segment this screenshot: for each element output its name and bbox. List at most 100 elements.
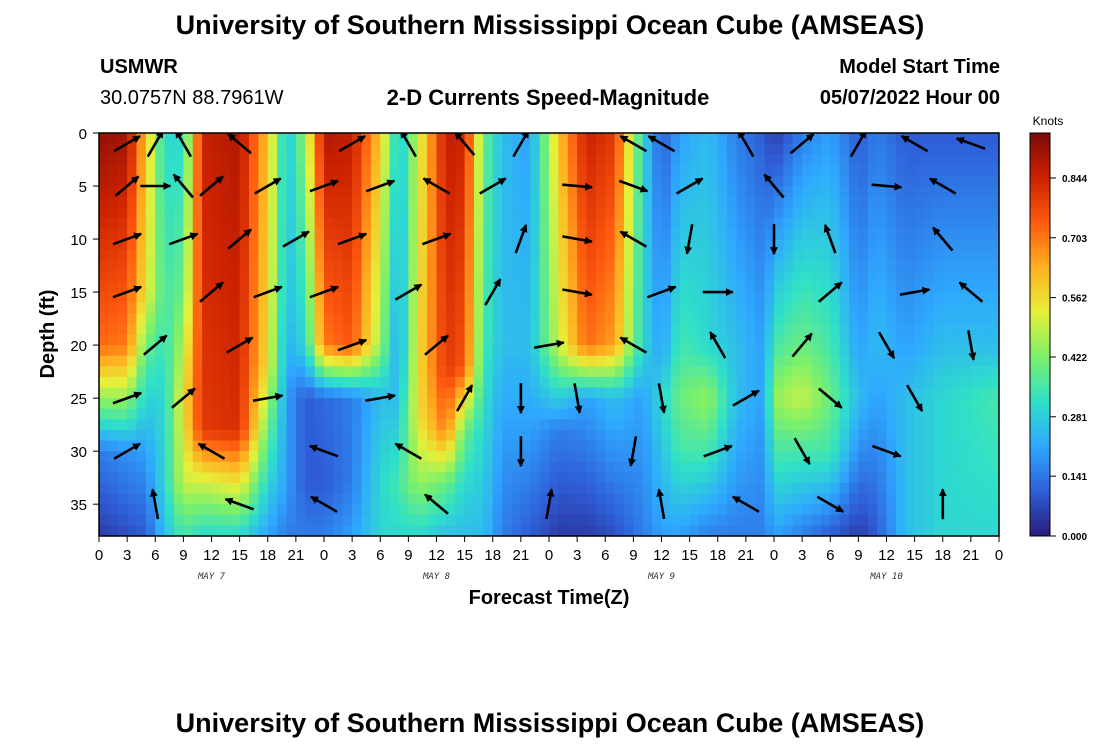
heatmap-cell [399, 504, 409, 516]
heatmap-cell [155, 196, 166, 208]
heatmap-cell [652, 313, 663, 325]
heatmap-cell [980, 164, 991, 177]
current-vector-arrow [309, 179, 340, 193]
heatmap-cell [539, 239, 550, 251]
heatmap-cell [164, 292, 175, 304]
heatmap-cell [717, 366, 728, 378]
heatmap-cell [661, 164, 672, 177]
heatmap-cell [820, 281, 831, 293]
heatmap-cell [614, 355, 625, 367]
heatmap-cell [295, 249, 306, 261]
heatmap-cell [427, 313, 438, 325]
heatmap-cell [436, 281, 447, 293]
heatmap-cell [492, 313, 503, 325]
heatmap-cell [586, 281, 597, 293]
heatmap-cell [567, 186, 578, 198]
heatmap-cell [117, 302, 128, 314]
heatmap-cell [989, 355, 999, 367]
heatmap-cell [924, 514, 934, 526]
station-coords: 30.0757N 88.7961W [100, 87, 284, 109]
heatmap-cell [586, 313, 597, 325]
heatmap-cell [511, 217, 522, 230]
heatmap-cell [755, 440, 766, 452]
heatmap-cell [886, 143, 897, 155]
heatmap-cell [877, 334, 888, 346]
heatmap-cell [249, 260, 259, 272]
heatmap-cell [258, 376, 269, 389]
heatmap-cell [652, 249, 663, 261]
heatmap-cell [577, 472, 588, 484]
heatmap-cell [549, 387, 559, 399]
heatmap-cell [689, 504, 700, 516]
heatmap-cell [605, 355, 616, 367]
heatmap-cell [736, 260, 747, 272]
heatmap-cell [792, 281, 803, 293]
heatmap-cell [652, 376, 663, 389]
heatmap-cell [295, 376, 306, 389]
heatmap-cell [905, 408, 916, 420]
heatmap-cell [267, 196, 278, 208]
heatmap-cell [764, 313, 775, 325]
heatmap-cell [736, 186, 747, 198]
heatmap-cell [689, 239, 700, 251]
heatmap-cell [549, 154, 559, 166]
heatmap-cell [389, 398, 400, 410]
heatmap-cell [980, 493, 991, 505]
heatmap-cell [361, 419, 372, 431]
x-tick-label: 0 [545, 547, 553, 564]
heatmap-cell [924, 355, 934, 367]
heatmap-cell [483, 302, 494, 314]
heatmap-cell [886, 164, 897, 177]
heatmap-cell [933, 472, 944, 484]
heatmap-cell [839, 461, 850, 473]
heatmap-cell [417, 419, 428, 431]
heatmap-cell [942, 323, 953, 336]
heatmap-cell [680, 472, 691, 484]
heatmap-cell [586, 387, 597, 399]
heatmap-cell [408, 323, 419, 336]
heatmap-cell [305, 217, 316, 230]
heatmap-cell [258, 440, 269, 452]
heatmap-cell [361, 270, 372, 283]
heatmap-cell [342, 228, 353, 240]
heatmap-cell [783, 313, 794, 325]
heatmap-cell [380, 493, 391, 505]
heatmap-cell [230, 313, 241, 325]
heatmap-cell [933, 451, 944, 463]
heatmap-cell [417, 270, 428, 283]
heatmap-cell [736, 472, 747, 484]
heatmap-cell [530, 133, 541, 145]
heatmap-cell [502, 334, 513, 346]
heatmap-cell [211, 313, 222, 325]
heatmap-cell [642, 217, 653, 230]
heatmap-cell [249, 451, 259, 463]
heatmap-cell [408, 366, 419, 378]
heatmap-cell [99, 366, 109, 378]
heatmap-cell [277, 154, 288, 166]
heatmap-cell [624, 398, 634, 410]
heatmap-cell [689, 440, 700, 452]
heatmap-cell [774, 451, 784, 463]
heatmap-cell [520, 451, 531, 463]
heatmap-cell [492, 217, 503, 230]
heatmap-cell [399, 525, 409, 536]
heatmap-cell [877, 154, 888, 166]
heatmap-cell [520, 461, 531, 473]
x-tick-label: 3 [123, 547, 131, 564]
heatmap-cell [249, 440, 259, 452]
heatmap-cell [267, 504, 278, 516]
model-start-time: 05/07/2022 Hour 00 [819, 87, 1000, 109]
heatmap-cell [727, 133, 738, 145]
heatmap-cell [708, 154, 719, 166]
heatmap-cell [717, 249, 728, 261]
heatmap-cell [408, 207, 419, 219]
heatmap-cell [530, 302, 541, 314]
heatmap-cell [108, 260, 119, 272]
heatmap-cell [867, 493, 878, 505]
heatmap-cell [333, 440, 344, 452]
heatmap-cell [520, 504, 531, 516]
heatmap-cell [895, 493, 906, 505]
heatmap-cell [174, 281, 184, 293]
heatmap-cell [877, 207, 888, 219]
heatmap-cell [924, 419, 934, 431]
